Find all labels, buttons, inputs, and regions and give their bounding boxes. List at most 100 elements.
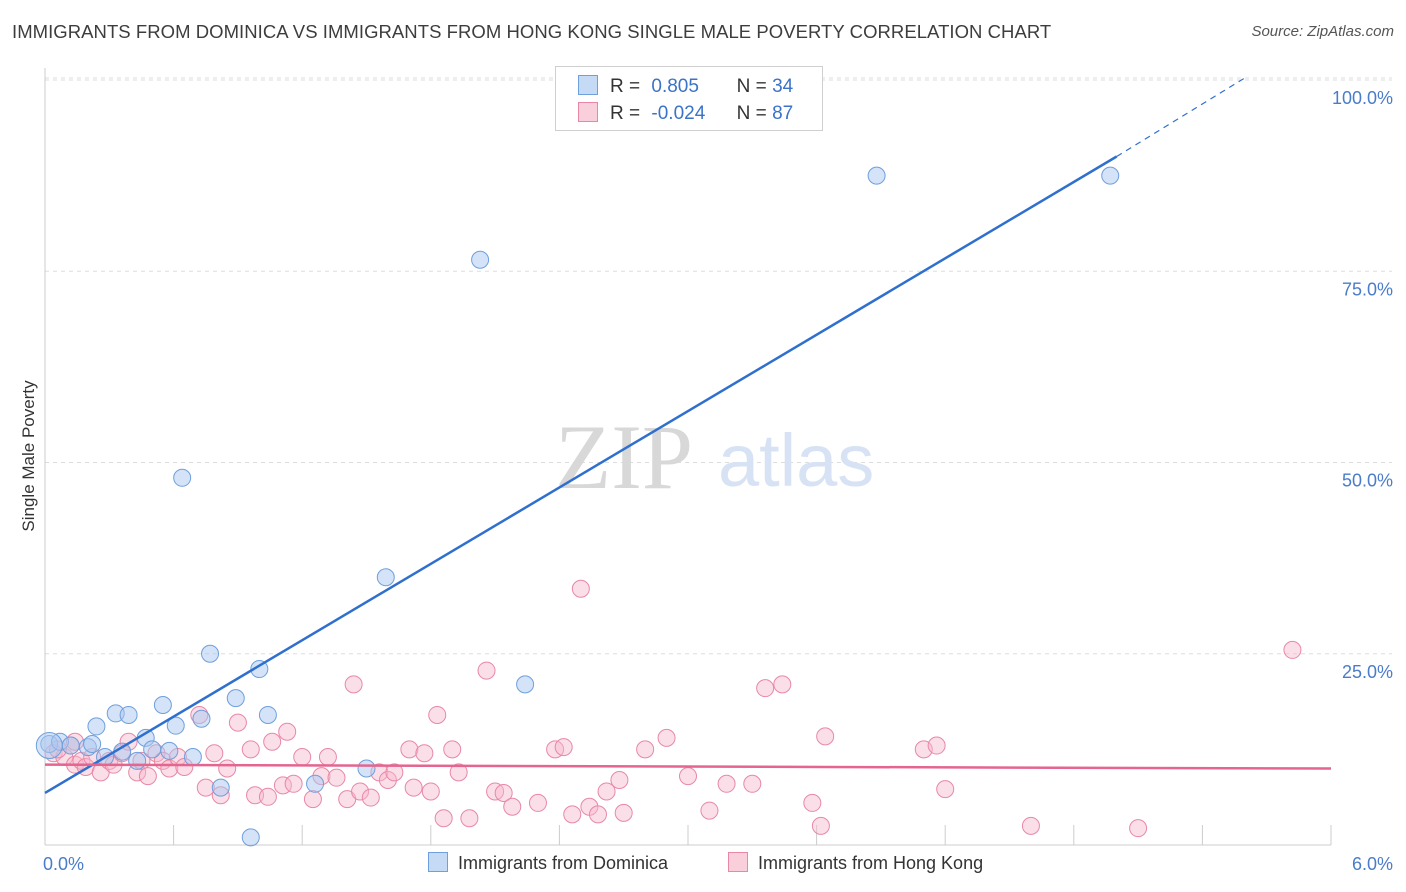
hongkong-point [449,763,468,782]
hongkong-point [477,661,496,680]
hongkong-point [318,748,337,767]
hongkong-point [679,767,697,786]
dominica-points [35,166,1120,847]
hongkong-point [588,805,607,824]
dominica-point [211,778,230,797]
dominica-point [376,568,395,587]
y-axis-label: Single Male Poverty [19,380,38,532]
dominica-point [516,675,535,694]
dominica-point [87,717,106,736]
dominica-point [258,705,277,724]
hongkong-point [811,816,830,835]
dominica-trend-line [44,155,1118,795]
dominica-point [357,759,376,778]
hongkong-point [610,770,629,789]
hongkong-point [205,744,224,763]
grid [45,77,1392,655]
hongkong-point [378,770,397,789]
hongkong-point [241,740,260,759]
dominica-trend-extension [1116,77,1246,158]
hongkong-point [385,763,404,782]
axis-labels: 25.0% 50.0% 75.0% 100.0% 0.0% 6.0% Single Male… [19,88,1393,874]
hongkong-point [803,793,822,812]
dominica-point [306,774,325,793]
dominica-point [250,660,269,679]
x-tick-label: 6.0% [1352,854,1393,874]
dominica-point [183,748,202,767]
legend-swatch-hongkong [578,102,598,122]
legend-n-value: 87 [772,103,794,124]
hongkong-point [528,793,547,812]
legend-swatch-dominica [578,75,598,95]
hongkong-point [434,809,453,828]
dominica-point [1101,166,1120,185]
hongkong-points [44,579,1302,838]
hongkong-point [756,679,775,698]
dominica-point [153,696,172,715]
legend-row-hongkong: R = -0.024 N = 87 [578,102,793,126]
y-tick-label: 25.0% [1342,662,1393,682]
bottom-legend-dominica: Immigrants from Dominica [428,852,668,874]
hongkong-point [196,778,215,797]
watermark-atlas: atlas [718,419,874,502]
dominica-point [867,166,886,185]
hongkong-point [246,786,265,805]
hongkong-point [284,774,303,793]
dominica-point [128,751,147,770]
hongkong-point [563,805,582,824]
hongkong-point [571,579,590,598]
chart-title: IMMIGRANTS FROM DOMINICA VS IMMIGRANTS F… [12,21,1052,42]
dominica-point [166,716,185,735]
hongkong-point [554,738,573,757]
axes [44,68,1332,846]
bottom-legend-label-hongkong: Immigrants from Hong Kong [758,853,984,873]
dominica-point [35,732,63,760]
hongkong-point [614,803,633,822]
hongkong-point [927,736,946,755]
hongkong-point [138,767,157,786]
dominica-point [119,705,138,724]
hongkong-point [218,759,237,778]
bottom-legend-swatch-hongkong [728,852,748,872]
hongkong-point [428,705,447,724]
hongkong-point [597,782,616,801]
hongkong-point [816,727,835,746]
hongkong-point [700,801,719,820]
stats-legend: R = 0.805 N = 34 R = -0.024 N = 87 [555,66,823,131]
hongkong-point [228,713,247,732]
hongkong-point [503,797,522,816]
hongkong-point [344,675,363,694]
hongkong-point [404,778,423,797]
legend-r-label: R = [610,76,641,97]
hongkong-point [303,790,322,809]
hongkong-point [351,782,370,801]
bottom-legend-hongkong: Immigrants from Hong Kong [728,852,983,874]
hongkong-point [293,748,312,767]
hongkong-point [1283,640,1302,659]
hongkong-point [361,788,380,807]
dominica-point [173,468,192,487]
dominica-point [61,736,80,755]
y-tick-label: 100.0% [1332,88,1393,108]
hongkong-point [717,774,736,793]
hongkong-point [443,740,462,759]
y-tick-label: 50.0% [1342,471,1393,491]
bottom-legend-swatch-dominica [428,852,448,872]
dominica-point [241,828,260,847]
dominica-point [192,709,211,728]
hongkong-trend-line [44,763,1332,770]
legend-row-dominica: R = 0.805 N = 34 [578,75,793,99]
hongkong-point [415,744,434,763]
hongkong-point [743,774,762,793]
hongkong-point [494,783,513,802]
hongkong-point [1129,819,1148,838]
trend-lines [44,77,1332,795]
hongkong-point [773,675,792,694]
hongkong-point [636,740,655,759]
hongkong-point [657,728,676,747]
hongkong-point [400,740,419,759]
hongkong-point [421,782,440,801]
legend-n-label: N = [736,76,767,97]
x-tick-label: 0.0% [43,854,84,874]
